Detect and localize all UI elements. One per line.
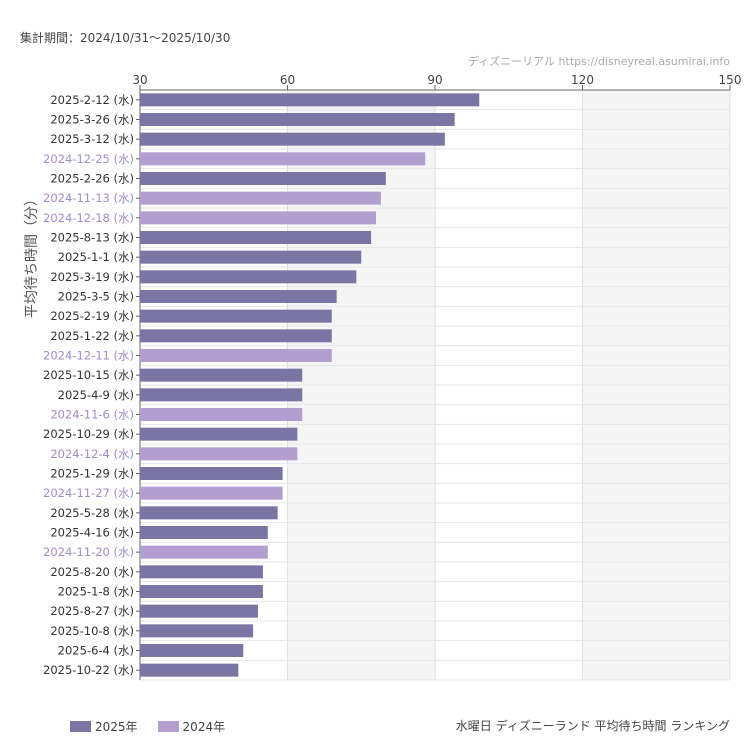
legend-item-2024[interactable]: 2024年 bbox=[157, 718, 226, 735]
bar bbox=[140, 585, 263, 598]
y-tick-label: 2025-10-8 (水) bbox=[50, 624, 134, 638]
legend-swatch-2025 bbox=[70, 721, 91, 732]
credit-label: ディズニーリアル https://disneyreal.asumirai.inf… bbox=[467, 55, 730, 68]
y-tick-label: 2025-2-12 (水) bbox=[50, 93, 134, 107]
bar bbox=[140, 93, 480, 107]
bar bbox=[140, 427, 298, 441]
bar bbox=[140, 231, 372, 244]
y-tick-label: 2025-3-5 (水) bbox=[58, 290, 134, 304]
y-tick-label: 2025-1-1 (水) bbox=[58, 250, 134, 264]
x-tick-label: 120 bbox=[571, 73, 594, 87]
bar bbox=[140, 211, 376, 225]
bar bbox=[140, 152, 426, 166]
legend-swatch-2024 bbox=[157, 721, 179, 732]
y-tick-label: 2025-2-26 (水) bbox=[50, 172, 134, 186]
bar bbox=[140, 349, 332, 362]
bar bbox=[140, 309, 332, 323]
bar bbox=[140, 408, 303, 421]
y-tick-label: 2024-11-13 (水) bbox=[43, 191, 134, 205]
y-tick-label: 2025-10-15 (水) bbox=[43, 368, 134, 382]
bar bbox=[140, 506, 278, 520]
y-tick-label: 2024-11-20 (水) bbox=[43, 545, 134, 559]
y-tick-label: 2025-1-29 (水) bbox=[50, 467, 134, 481]
legend-label-2024: 2024年 bbox=[182, 720, 226, 734]
bar bbox=[140, 329, 332, 343]
y-tick-label: 2024-12-18 (水) bbox=[43, 211, 134, 225]
bar bbox=[140, 290, 337, 303]
bar bbox=[140, 526, 268, 539]
y-tick-label: 2024-11-6 (水) bbox=[50, 408, 134, 422]
bar bbox=[140, 250, 362, 264]
y-tick-label: 2025-5-28 (水) bbox=[50, 506, 134, 520]
y-tick-label: 2025-10-29 (水) bbox=[43, 427, 134, 441]
bar bbox=[140, 604, 258, 618]
bar bbox=[140, 447, 298, 461]
y-tick-label: 2025-1-8 (水) bbox=[58, 585, 134, 599]
bar bbox=[140, 172, 386, 185]
y-tick-label: 2025-4-16 (水) bbox=[50, 526, 134, 540]
bar bbox=[140, 368, 303, 382]
y-tick-label: 2024-12-11 (水) bbox=[43, 349, 134, 363]
x-tick-label: 60 bbox=[280, 73, 295, 87]
bar bbox=[140, 132, 445, 146]
bar bbox=[140, 663, 239, 677]
x-tick-label: 90 bbox=[427, 73, 442, 87]
y-tick-label: 2025-3-26 (水) bbox=[50, 113, 134, 127]
bar bbox=[140, 565, 263, 579]
bar bbox=[140, 545, 268, 559]
y-tick-label: 2025-1-22 (水) bbox=[50, 329, 134, 343]
y-tick-label: 2025-10-22 (水) bbox=[43, 663, 134, 677]
y-tick-label: 2025-3-12 (水) bbox=[50, 132, 134, 146]
y-tick-label: 2025-8-20 (水) bbox=[50, 565, 134, 579]
period-label: 集計期間：2024/10/31〜2025/10/30 bbox=[20, 31, 231, 45]
y-tick-label: 2025-2-19 (水) bbox=[50, 309, 134, 323]
y-tick-label: 2024-11-27 (水) bbox=[43, 486, 134, 500]
x-tick-label: 150 bbox=[719, 73, 742, 87]
bar bbox=[140, 270, 357, 284]
y-tick-label: 2024-12-25 (水) bbox=[43, 152, 134, 166]
legend-item-2025[interactable]: 2025年 bbox=[70, 718, 138, 735]
bar bbox=[140, 113, 455, 126]
y-tick-label: 2025-3-19 (水) bbox=[50, 270, 134, 284]
legend-label-2025: 2025年 bbox=[95, 720, 138, 734]
y-axis-title: 平均待ち時間（分） bbox=[24, 192, 40, 318]
bar bbox=[140, 388, 303, 402]
bar bbox=[140, 486, 283, 500]
bar bbox=[140, 191, 381, 205]
y-tick-label: 2024-12-4 (水) bbox=[50, 447, 134, 461]
x-tick-label: 30 bbox=[132, 73, 147, 87]
bar bbox=[140, 624, 254, 638]
y-tick-label: 2025-8-13 (水) bbox=[50, 231, 134, 245]
y-tick-label: 2025-8-27 (水) bbox=[50, 604, 134, 618]
y-tick-label: 2025-6-4 (水) bbox=[58, 644, 134, 658]
y-tick-label: 2025-4-9 (水) bbox=[58, 388, 134, 402]
chart-title: 水曜日 ディズニーランド 平均待ち時間 ランキング bbox=[455, 719, 730, 733]
bar bbox=[140, 644, 244, 657]
legend: 2025年 2024年 bbox=[70, 718, 225, 735]
bar bbox=[140, 467, 283, 480]
